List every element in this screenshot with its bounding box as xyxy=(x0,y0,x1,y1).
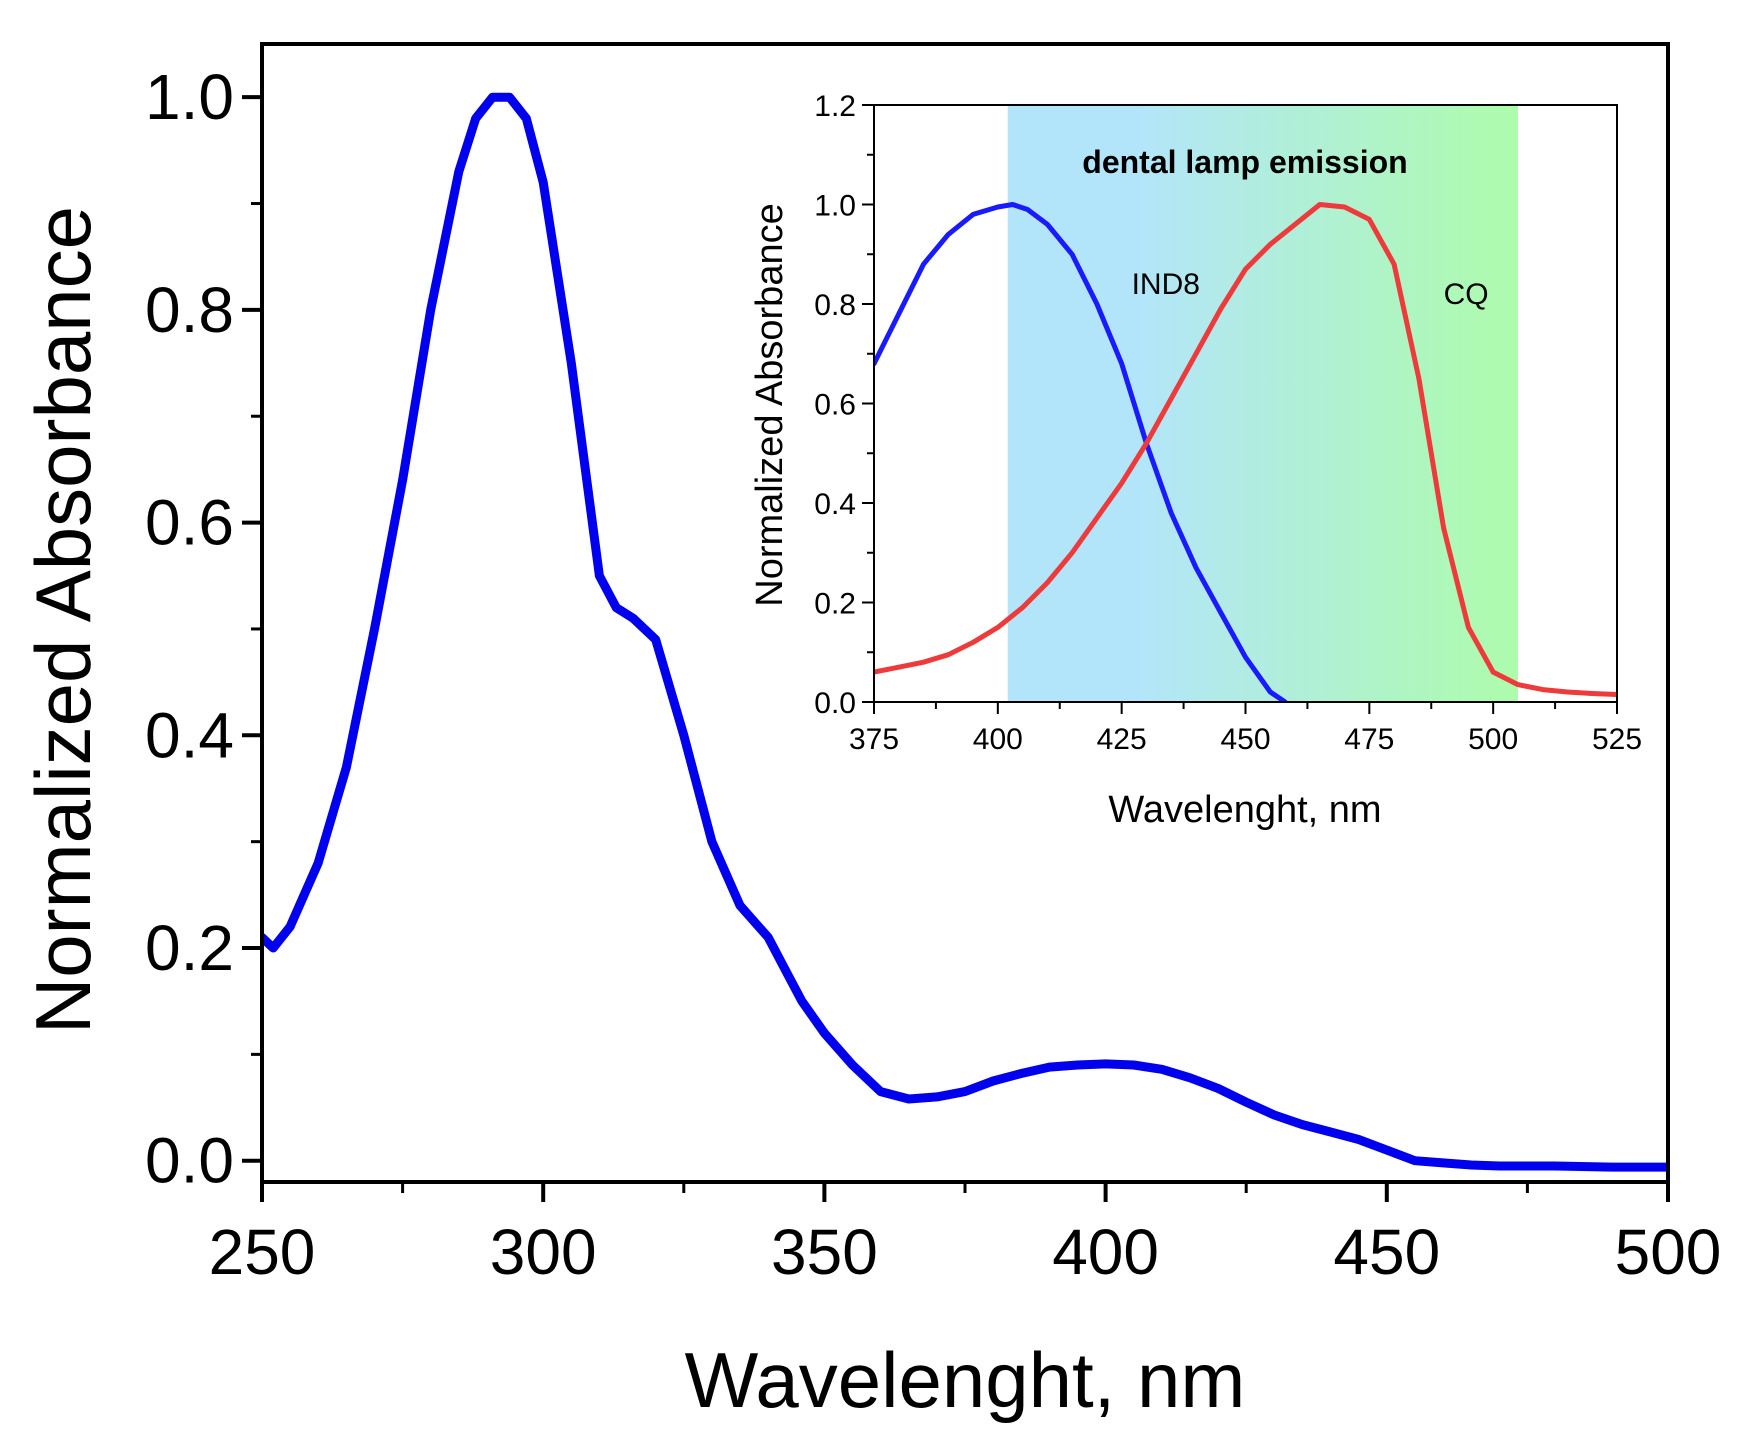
main-y-axis-label: Normalized Absorbance xyxy=(19,206,107,1034)
inset-y-tick-label: 0.6 xyxy=(814,389,856,422)
main-x-tick-label: 400 xyxy=(1052,1216,1159,1288)
dental-lamp-label: dental lamp emission xyxy=(1082,144,1407,180)
main-x-tick-label: 250 xyxy=(209,1216,316,1288)
main-x-tick-label: 450 xyxy=(1333,1216,1440,1288)
inset-x-tick-label: 425 xyxy=(1097,723,1147,756)
inset-x-tick-label: 450 xyxy=(1220,723,1270,756)
main-y-tick-label: 0.4 xyxy=(145,699,234,771)
main-y-tick-label: 0.2 xyxy=(145,912,234,984)
inset-series-line-IND8 xyxy=(874,202,1288,702)
inset-x-tick-label: 400 xyxy=(973,723,1023,756)
main-axes: 250 300 350 400 450 500 0.0 0.2 0.4 0.6 0.8 1.0 xyxy=(145,61,1721,1288)
inset-x-tick-label: 525 xyxy=(1592,723,1642,756)
main-x-tick-label: 300 xyxy=(490,1216,597,1288)
main-series-line-IND8 xyxy=(262,92,1668,1172)
inset-series-labels: IND8 CQ xyxy=(1132,268,1489,311)
inset-y-tick-label: 1.2 xyxy=(814,90,856,123)
main-y-tick-label: 0.8 xyxy=(145,274,234,346)
inset-y-axis-label: Normalized Absorbance xyxy=(749,203,791,606)
inset-x-tick-label: 500 xyxy=(1468,723,1518,756)
inset-y-tick-label: 0.8 xyxy=(814,289,856,322)
inset-y-tick-label: 0.0 xyxy=(814,687,856,720)
inset-series-line-CQ xyxy=(874,202,1617,697)
inset-axes: 375 400 425 450 475 500 525 0.0 0.2 0.4 0.6 0.8 1.0 1… xyxy=(814,90,1642,756)
main-x-tick-label: 350 xyxy=(771,1216,878,1288)
inset-x-axis-label: Wavelenght, nm xyxy=(1108,789,1381,831)
main-x-axis-label: Wavelenght, nm xyxy=(685,1336,1246,1424)
main-plot-area xyxy=(262,92,1668,1172)
inset-y-tick-label: 1.0 xyxy=(814,190,856,223)
main-y-tick-label: 1.0 xyxy=(145,61,234,133)
inset-y-tick-label: 0.4 xyxy=(814,488,856,521)
main-y-tick-label: 0.0 xyxy=(145,1125,234,1197)
inset-x-tick-label: 375 xyxy=(849,723,899,756)
inset-series-label-IND8: IND8 xyxy=(1132,268,1200,301)
dental-lamp-band xyxy=(1007,105,1518,702)
inset-x-tick-label: 475 xyxy=(1344,723,1394,756)
main-y-tick-label: 0.6 xyxy=(145,487,234,559)
inset-series-label-CQ: CQ xyxy=(1444,278,1489,311)
main-x-tick-label: 500 xyxy=(1615,1216,1722,1288)
inset-y-tick-label: 0.2 xyxy=(814,588,856,621)
inset-plot-area xyxy=(874,202,1617,702)
